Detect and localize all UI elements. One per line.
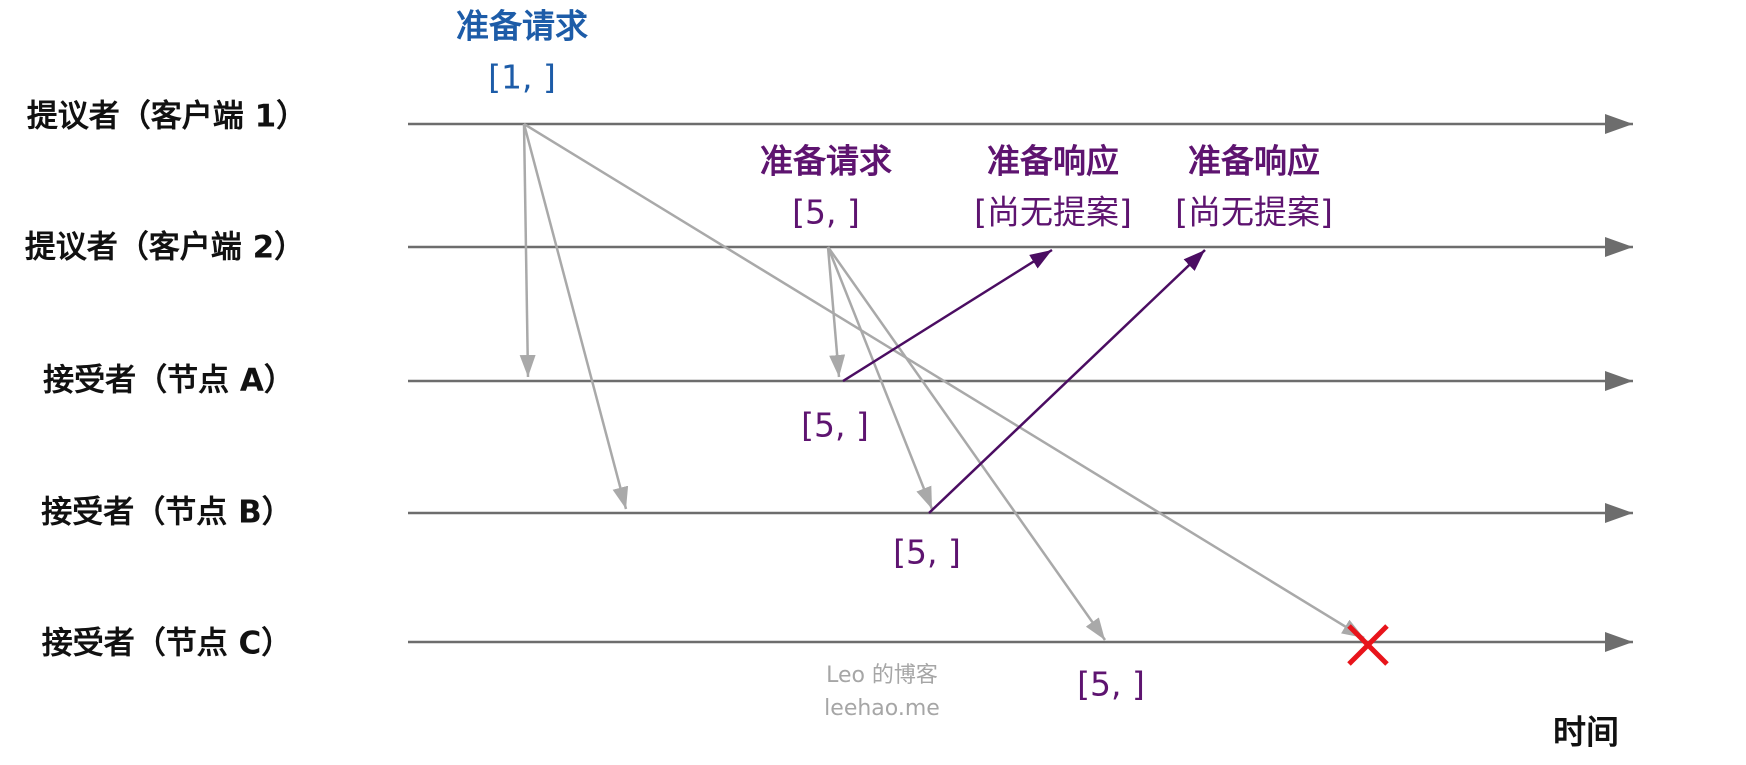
lane-label-client2: 提议者（客户端 2） — [24, 229, 306, 266]
x-icon — [1347, 624, 1389, 666]
lane-label-acceptor-c: 接受者（节点 C） — [41, 625, 293, 662]
arrow-client1-to-acceptor-b — [522, 123, 629, 510]
acceptor-b-state: [5, ] — [893, 532, 961, 572]
arrow-client2-to-acceptor-b — [826, 246, 934, 510]
arrow-acceptor-a-response — [842, 248, 1053, 383]
watermark-name: Leo 的博客 — [826, 663, 938, 688]
arrow-client1-to-acceptor-a — [519, 123, 536, 378]
arrow-client1-to-acceptor-c — [523, 122, 1365, 640]
lane-label-acceptor-a: 接受者（节点 A） — [43, 362, 295, 399]
arrow-client2-to-acceptor-c — [826, 246, 1107, 641]
acceptor-c-state: [5, ] — [1077, 664, 1145, 704]
arrow-acceptor-b-response — [928, 249, 1206, 514]
client1-proposal: [1, ] — [488, 57, 556, 97]
client2-prepare-title: 准备请求 — [760, 141, 892, 181]
response-b-title: 准备响应 — [1188, 141, 1320, 181]
client2-proposal: [5, ] — [792, 192, 860, 232]
client1-prepare-title: 准备请求 — [456, 6, 588, 46]
watermark-site: leehao.me — [824, 696, 940, 721]
time-axis-label: 时间 — [1553, 712, 1619, 752]
lane-label-acceptor-b: 接受者（节点 B） — [41, 494, 293, 531]
response-a-title: 准备响应 — [987, 141, 1119, 181]
response-a-content: [尚无提案] — [974, 192, 1132, 232]
arrow-client2-to-acceptor-a — [826, 246, 846, 378]
lane-label-client1: 提议者（客户端 1） — [26, 98, 308, 135]
response-b-content: [尚无提案] — [1175, 192, 1333, 232]
acceptor-a-state: [5, ] — [801, 405, 869, 445]
